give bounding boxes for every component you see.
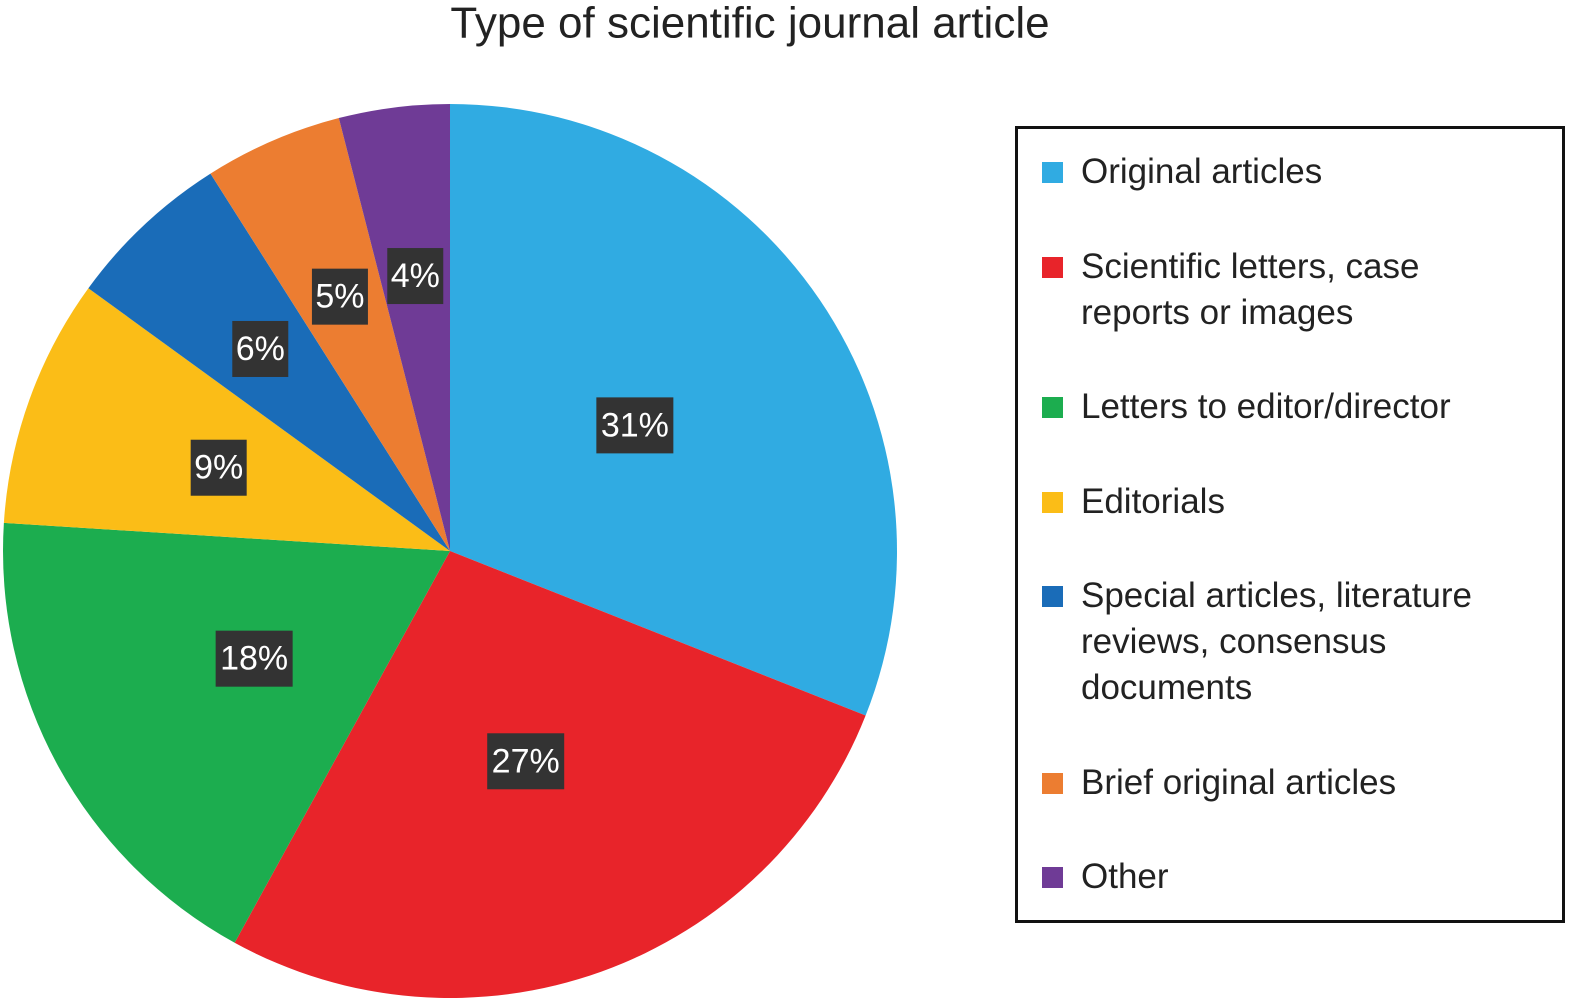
legend-label: Original articles: [1081, 152, 1323, 191]
legend-item: Scientific letters, case reports or imag…: [1042, 244, 1542, 336]
legend-item: Letters to editor/director: [1042, 384, 1542, 430]
legend-label: Scientific letters, case reports or imag…: [1081, 246, 1420, 332]
data-label: 27%: [492, 742, 560, 780]
data-label: 6%: [236, 330, 285, 368]
legend-swatch: [1042, 586, 1063, 607]
data-label: 5%: [315, 278, 364, 316]
legend-label: Letters to editor/director: [1081, 387, 1451, 426]
data-label: 9%: [194, 449, 243, 487]
legend: Original articles Scientific letters, cas…: [1015, 126, 1565, 923]
pie-slice: [3, 288, 451, 551]
legend-item: Original articles: [1042, 149, 1542, 195]
legend-item: Editorials: [1042, 479, 1542, 525]
data-label: 18%: [220, 640, 288, 678]
label-box: [190, 439, 247, 496]
legend-swatch: [1042, 772, 1063, 794]
label-box: [596, 397, 674, 454]
pie-slice: [338, 104, 450, 551]
legend-swatch: [1042, 867, 1063, 888]
data-label: 31%: [601, 406, 669, 444]
legend-label: Other: [1081, 857, 1169, 896]
legend-swatch: [1042, 162, 1063, 183]
label-box: [232, 320, 289, 377]
legend-label: Editorials: [1081, 481, 1225, 521]
legend-label: Special articles, literature reviews, co…: [1081, 576, 1472, 707]
legend-item: Special articles, literature reviews, co…: [1042, 573, 1542, 711]
legend-swatch: [1042, 256, 1063, 278]
label-box: [387, 248, 444, 305]
label-box: [311, 268, 368, 325]
label-box: [215, 630, 293, 687]
data-label: 4%: [391, 257, 440, 295]
legend-swatch: [1042, 397, 1063, 418]
chart-title: Type of scientific journal article: [450, 0, 1049, 48]
label-box: [487, 733, 565, 790]
legend-swatch: [1042, 491, 1063, 513]
legend-item: Other: [1042, 854, 1542, 900]
legend-label: Brief original articles: [1081, 762, 1397, 802]
pie-slice: [210, 118, 450, 551]
pie-slice: [3, 522, 451, 943]
legend-item: Brief original articles: [1042, 760, 1542, 806]
pie-slice: [450, 104, 897, 716]
